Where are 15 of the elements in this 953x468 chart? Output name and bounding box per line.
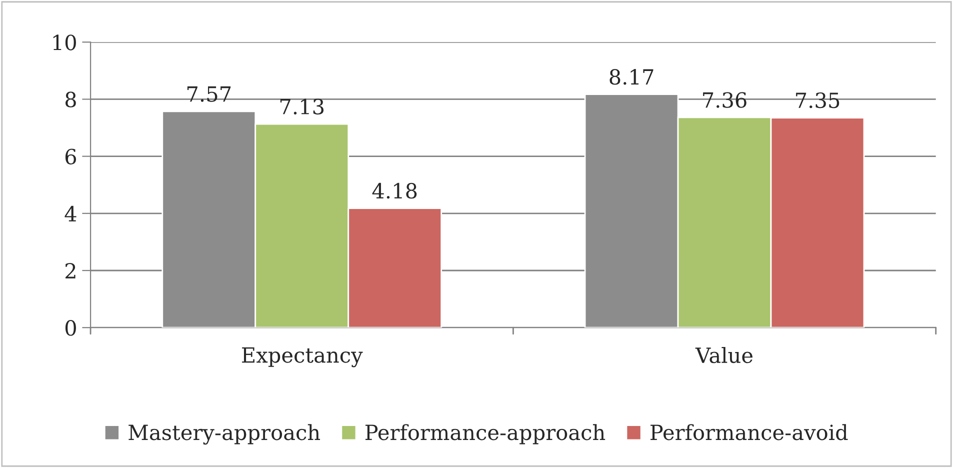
data-label: 7.57 bbox=[187, 86, 231, 102]
x-tick-label: Expectancy bbox=[242, 347, 363, 368]
data-label: 8.17 bbox=[610, 69, 654, 85]
y-tick-label: 4 bbox=[64, 206, 76, 222]
data-label: 7.13 bbox=[280, 98, 324, 114]
data-label: 4.18 bbox=[372, 182, 417, 199]
x-tick-label: Value bbox=[695, 347, 752, 364]
y-tick-label: 0 bbox=[65, 320, 76, 336]
y-tick-label: 2 bbox=[66, 262, 76, 278]
y-tick-label: 10 bbox=[53, 34, 76, 50]
y-tick-label: 8 bbox=[65, 92, 76, 108]
y-tick-label: 6 bbox=[65, 148, 76, 165]
legend-label: Mastery-approach bbox=[128, 424, 320, 445]
legend-label: Performance-approach bbox=[365, 424, 606, 444]
legend-label: Performance-avoid bbox=[650, 424, 848, 440]
